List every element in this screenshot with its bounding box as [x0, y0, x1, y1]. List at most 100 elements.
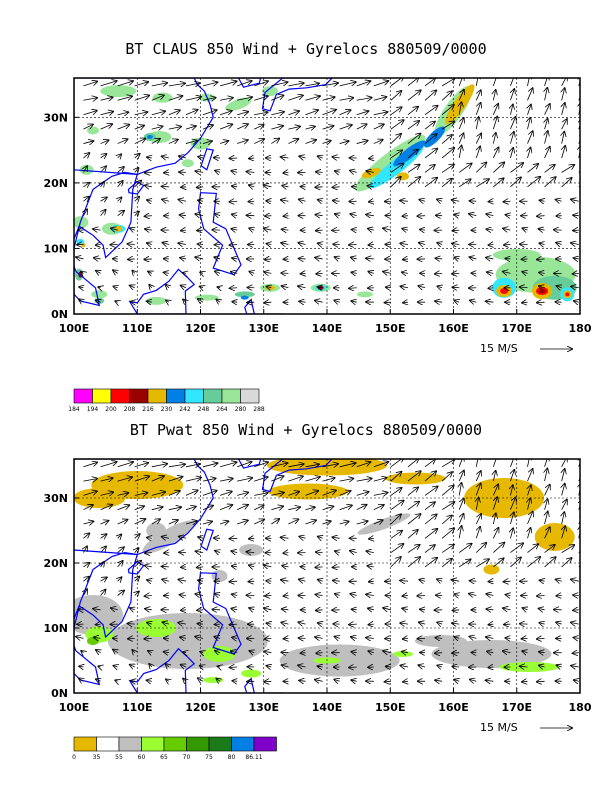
wind-vector [100, 112, 114, 115]
wind-vector [556, 200, 562, 202]
wind-vector [454, 257, 459, 259]
wind-vector [147, 157, 152, 158]
wind-vector [459, 483, 461, 496]
wind-vector [368, 651, 373, 653]
wind-vector [403, 681, 408, 682]
colorbar-swatch [110, 388, 130, 404]
wind-vector [94, 258, 101, 259]
wind-vector [117, 81, 133, 87]
wind-vector [220, 98, 233, 101]
colorbar-label: 75 [205, 754, 213, 761]
wind-vector [527, 557, 541, 568]
wind-vector [198, 537, 203, 538]
wind-vector [562, 526, 566, 539]
wind-vector [504, 201, 511, 202]
wind-vector [527, 88, 533, 101]
wind-vector [441, 472, 452, 482]
wind-vector [318, 200, 323, 202]
wind-vector [288, 139, 298, 144]
wind-vector [316, 273, 323, 274]
wind-vector [216, 300, 220, 303]
wind-vector [492, 104, 498, 115]
wind-vector [299, 680, 306, 681]
wind-vector [435, 680, 443, 681]
wind-vector [537, 596, 545, 597]
wind-vector [452, 623, 460, 624]
wind-vector [135, 548, 139, 552]
wind-vector [195, 637, 204, 639]
wind-vector [504, 581, 511, 582]
wind-vector [83, 577, 88, 582]
wind-vector [134, 561, 141, 568]
wind-vector [237, 492, 248, 495]
wind-vector [420, 609, 425, 610]
colorbar-label: 230 [161, 406, 173, 413]
wind-vector [522, 272, 527, 274]
wind-vector [390, 177, 401, 188]
wind-vector [522, 681, 528, 682]
wind-vector [369, 245, 374, 246]
wind-vector [180, 258, 187, 259]
wind-vector [407, 471, 421, 482]
wind-vector [151, 126, 163, 129]
wind-vectors [76, 78, 580, 303]
x-tick-label: 150E [375, 701, 405, 714]
wind-vector [265, 638, 272, 639]
wind-vector [264, 608, 272, 610]
wind-vector [528, 78, 530, 86]
wind-vector [282, 286, 289, 288]
wind-vector [537, 216, 545, 217]
wind-vector [545, 459, 548, 467]
chart-title-bottom: BT Pwat 850 Wind + Gyrelocs 880509/0000 [129, 421, 483, 439]
wind-vector [288, 464, 303, 467]
wind-vector [215, 171, 220, 173]
wind-vector [407, 530, 418, 539]
x-tick-label: 140E [312, 322, 342, 335]
wind-vector [202, 478, 216, 481]
shade-blob [445, 84, 475, 125]
wind-vector [299, 537, 306, 539]
shade-blob [239, 544, 264, 556]
wind-vector [369, 581, 374, 582]
wind-vector [356, 111, 369, 115]
colorbar-label: 194 [87, 406, 99, 413]
wind-vector [351, 680, 356, 681]
wind-vector [100, 478, 113, 481]
wind-vector [424, 502, 435, 511]
wind-vector [134, 96, 149, 101]
wind-vector [561, 558, 572, 568]
wind-vector [476, 117, 478, 130]
wind-vector [185, 97, 201, 100]
wind-vector [510, 543, 523, 553]
wind-vector [454, 594, 459, 595]
wind-vector [315, 215, 323, 216]
wind-vector [178, 623, 187, 624]
wind-vector [475, 514, 481, 525]
wind-vector [254, 462, 268, 468]
wind-vector [510, 485, 512, 496]
coastline [244, 677, 255, 693]
wind-vector [383, 228, 391, 230]
wind-vector [486, 301, 494, 302]
colorbar-label: 242 [179, 406, 191, 413]
x-tick-label: 120E [185, 701, 215, 714]
wind-vector [151, 519, 160, 525]
wind-vector [390, 120, 404, 130]
wind-vector [249, 228, 254, 230]
wind-vector [459, 526, 461, 539]
wind-vector [540, 580, 545, 581]
wind-vector [100, 546, 106, 553]
wind-vector [232, 186, 237, 187]
shade-blob [464, 478, 545, 518]
wind-vector [510, 512, 513, 525]
wind-vector [96, 245, 101, 246]
wind-vector [322, 110, 336, 116]
wind-vector [334, 300, 339, 302]
wind-vector [218, 666, 221, 667]
wind-vector [493, 178, 503, 188]
wind-vector [254, 505, 263, 509]
wind-vector [557, 665, 562, 667]
wind-vector [100, 154, 107, 158]
x-tick-label: 180 [569, 322, 592, 335]
wind-vector [81, 651, 83, 653]
